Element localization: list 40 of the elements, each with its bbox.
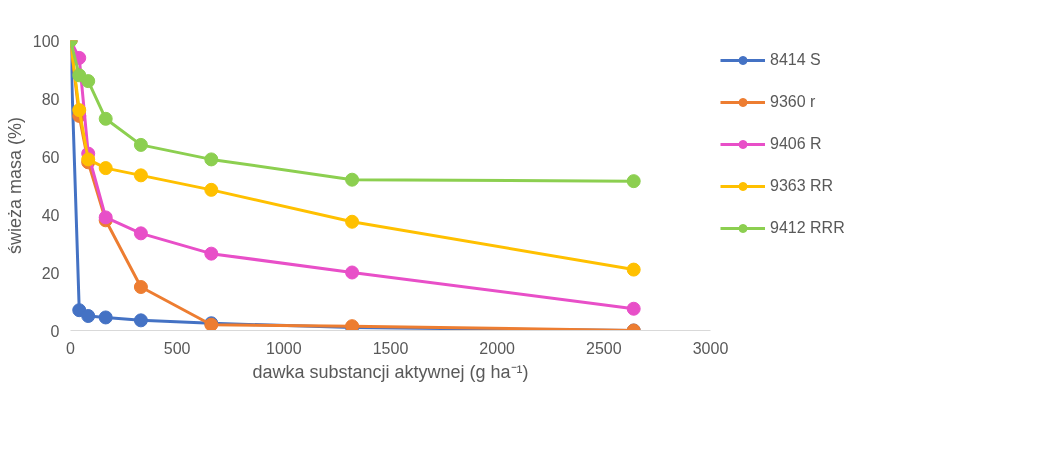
x-tick-label: 1500	[372, 339, 409, 357]
point	[626, 262, 641, 277]
point	[133, 280, 148, 294]
point	[204, 152, 219, 167]
point	[133, 137, 148, 152]
point	[626, 174, 641, 189]
x-tick-label: 1000	[266, 339, 302, 357]
legend-label: 9360 r	[770, 93, 817, 111]
point	[72, 103, 87, 118]
y-tick-label: 100	[32, 32, 60, 50]
point	[204, 246, 219, 261]
point	[204, 182, 219, 197]
point	[345, 172, 360, 187]
y-tick-label: 20	[41, 264, 60, 282]
x-tick-label: 2500	[586, 339, 622, 357]
x-tick-label: 0	[66, 339, 76, 357]
legend-label: 9363 RR	[770, 177, 835, 195]
x-axis-title: dawka substancji aktywnej (g ha⁻¹)	[252, 361, 529, 382]
legend-label: 9412 RRR	[770, 219, 846, 237]
point	[81, 309, 96, 323]
y-tick-label: 0	[50, 322, 60, 340]
y-tick-label: 80	[41, 90, 60, 108]
point	[98, 310, 113, 325]
point	[98, 111, 113, 126]
x-tick-label: 3000	[692, 339, 729, 357]
legend-label: 9406 R	[770, 135, 823, 153]
point	[345, 214, 360, 229]
point	[133, 226, 148, 241]
y-tick-label: 40	[41, 206, 60, 224]
point	[345, 265, 360, 280]
point	[98, 161, 113, 176]
point	[133, 168, 148, 183]
y-tick-label: 60	[41, 148, 60, 166]
point	[81, 74, 96, 89]
point	[133, 313, 148, 328]
point	[626, 301, 641, 316]
y-axis-title: świeża masa (%)	[4, 116, 25, 255]
legend-label: 8414 S	[770, 51, 822, 69]
x-tick-label: 500	[163, 339, 191, 357]
x-tick-label: 2000	[479, 339, 516, 357]
